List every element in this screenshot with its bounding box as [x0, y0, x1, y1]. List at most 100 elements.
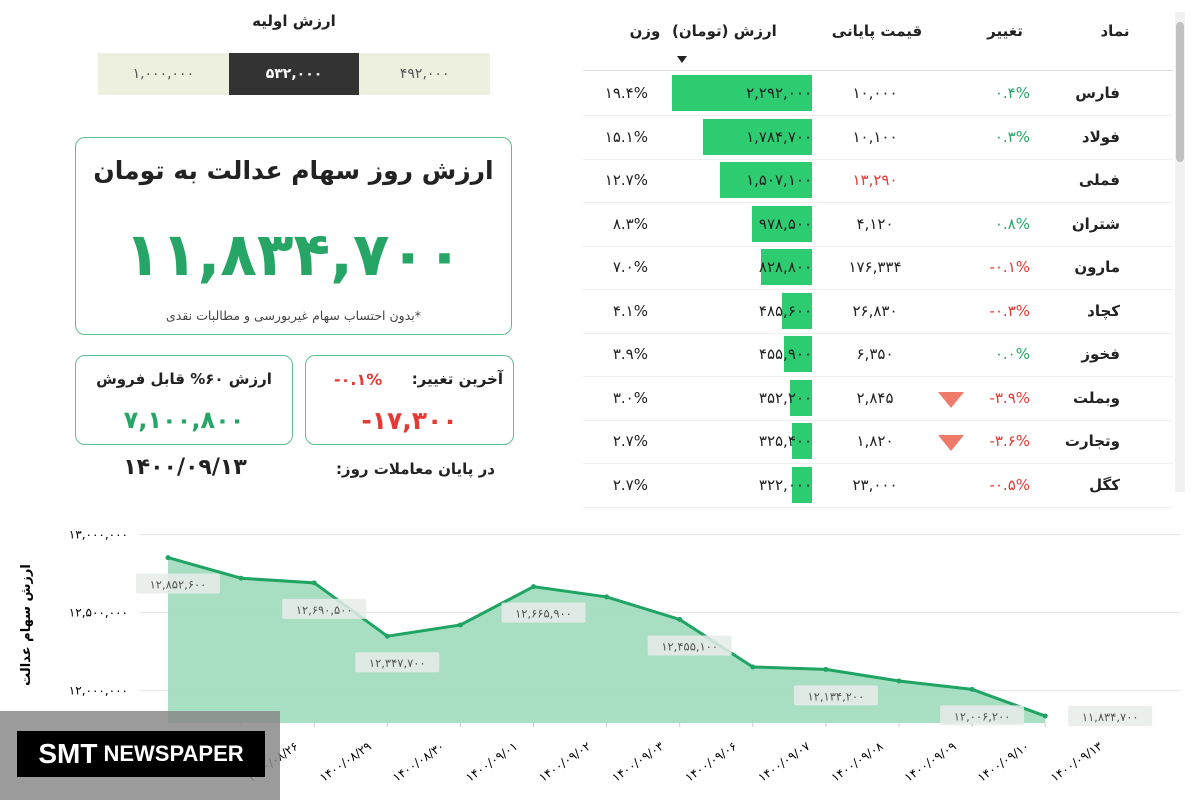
- value-label: ۱۲,۴۵۵,۱۰۰: [661, 639, 718, 653]
- row-line: [583, 202, 1173, 203]
- sellable-card: ارزش ۶۰% قابل فروش ۷,۱۰۰,۸۰۰: [75, 355, 293, 445]
- weight-cell: ۸.۳%: [612, 214, 648, 233]
- change-cell: -۰.۵%: [989, 475, 1030, 494]
- initial-title: ارزش اولیه: [252, 12, 336, 30]
- change-label: آخرین تغییر:: [411, 370, 503, 388]
- point: [457, 622, 463, 628]
- watermark-word: NEWSPAPER: [103, 741, 244, 766]
- watermark-brand: SMT: [38, 738, 98, 769]
- column-header: نماد: [1100, 22, 1130, 40]
- change-cell: -۳.۶%: [989, 432, 1030, 450]
- symbol-cell: شتران: [1071, 214, 1120, 233]
- close-cell: ۱۷۶,۳۳۴: [848, 258, 902, 276]
- value-cell: ۱,۷۸۴,۷۰۰: [746, 127, 812, 146]
- point: [823, 666, 829, 672]
- y-axis-label: ارزش سهام عدالت: [19, 564, 34, 686]
- change-cell: -۳.۹%: [989, 388, 1030, 407]
- chart: ارزش سهام عدالت ۱۲,۰۰۰,۰۰۰ ۱۲,۵۰۰,۰۰۰ ۱۳,۰…: [19, 528, 1180, 785]
- close-cell: ۱۳,۲۹۰: [852, 171, 898, 189]
- symbol-cell: مارون: [1074, 258, 1120, 276]
- row-line: [583, 376, 1173, 377]
- row-line: [583, 419, 1173, 421]
- symbol-cell: وبملت: [1072, 388, 1120, 407]
- weight-cell: ۲.۷%: [612, 432, 648, 450]
- symbol-cell: فملی: [1078, 171, 1120, 189]
- change-card: آخرین تغییر: -۰.۱% -۱۷,۳۰۰: [305, 355, 514, 445]
- value-label: ۱۲,۰۰۶,۲۰۰: [954, 709, 1011, 723]
- toggle-option[interactable]: ۴۹۲,۰۰۰: [359, 53, 491, 95]
- label-bg: [282, 598, 367, 619]
- header-line: [583, 70, 1173, 71]
- row-line: [583, 332, 1173, 334]
- y-tick-label: ۱۲,۰۰۰,۰۰۰: [69, 683, 128, 697]
- x-tick-label: ۱۴۰۰/۰۹/۰۷: [756, 739, 813, 785]
- value-label: ۱۲,۶۹۰,۵۰۰: [296, 603, 353, 617]
- x-tick-label: ۱۴۰۰/۰۹/۱۳: [1048, 739, 1105, 785]
- value-bar: [782, 292, 812, 329]
- column-header: تغییر: [987, 22, 1023, 40]
- alert-icon: [938, 391, 964, 408]
- label-bg: [1068, 706, 1153, 727]
- weight-cell: ۲.۷%: [612, 475, 648, 494]
- area: [168, 557, 1046, 723]
- toggle-option[interactable]: ۱,۰۰۰,۰۰۰: [98, 53, 229, 95]
- weight-cell: ۷.۰%: [612, 258, 648, 276]
- weight-cell: ۱۲.۷%: [604, 171, 648, 189]
- value-bar: [792, 423, 812, 459]
- weight-cell: ۱۵.۱%: [604, 127, 648, 146]
- point: [531, 584, 536, 590]
- point: [311, 580, 317, 586]
- initial-toggle: ۱,۰۰۰,۰۰۰ ۵۳۲,۰۰۰ ۴۹۲,۰۰۰: [98, 53, 491, 95]
- symbol-cell: وتجارت: [1064, 432, 1120, 450]
- value-cell: ۳۲۲,۰۰۰: [758, 475, 812, 494]
- value-bar: [672, 75, 812, 111]
- point: [384, 633, 390, 639]
- close-cell: ۲۳,۰۰۰: [852, 475, 898, 494]
- point: [1042, 713, 1048, 719]
- x-tick-label: ۱۴۰۰/۰۹/۰۳: [609, 739, 666, 785]
- point: [896, 678, 902, 684]
- change-cell: ۰.۳%: [994, 127, 1030, 146]
- symbol-cell: فخوز: [1081, 345, 1120, 363]
- y-tick-label: ۱۲,۵۰۰,۰۰۰: [69, 605, 128, 619]
- toggle-option[interactable]: ۵۳۲,۰۰۰: [228, 53, 360, 95]
- column-header: قیمت پایانی: [831, 22, 923, 40]
- weight-cell: ۳.۹%: [612, 345, 648, 363]
- value-label: ۱۲,۳۴۷,۷۰۰: [369, 656, 426, 670]
- x-tick-label: ۱۴۰۰/۰۸/۳۰: [390, 739, 447, 785]
- label-bg: [793, 685, 878, 706]
- point: [750, 664, 756, 670]
- main-card: ارزش روز سهام عدالت به تومان ۱۱,۸۳۴,۷۰۰ …: [75, 137, 512, 335]
- date-label: در پایان معاملات روز:: [335, 460, 495, 478]
- value-bar: [752, 205, 812, 242]
- close-cell: ۶,۳۵۰: [856, 345, 894, 363]
- value-bar: [790, 379, 812, 416]
- label-bg: [501, 602, 586, 623]
- label-bg: [940, 705, 1025, 726]
- value-bar: [761, 249, 812, 285]
- column-header: وزن: [629, 22, 661, 40]
- change-cell: ۰.۴%: [994, 84, 1030, 102]
- change-value: -۱۷,۳۰۰: [361, 406, 458, 435]
- column-header: ارزش (تومان): [672, 22, 777, 40]
- main-title: ارزش روز سهام عدالت به تومان: [93, 156, 494, 185]
- row-line: [583, 289, 1173, 290]
- value-label: ۱۲,۶۶۵,۹۰۰: [515, 607, 572, 621]
- close-cell: ۱۰,۱۰۰: [852, 127, 898, 146]
- change-percent: -۰.۱%: [334, 370, 383, 389]
- row-line: [583, 506, 1173, 508]
- row-line: [583, 115, 1173, 116]
- value-label: ۱۲,۱۳۴,۲۰۰: [808, 689, 865, 703]
- x-tick-label: ۱۴۰۰/۰۹/۰۸: [829, 739, 886, 785]
- row-line: [583, 245, 1173, 247]
- weight-cell: ۴.۱%: [612, 301, 648, 320]
- x-tick-label: ۱۴۰۰/۰۹/۰۶: [683, 739, 740, 785]
- value-label: ۱۲,۸۵۲,۶۰۰: [150, 578, 207, 592]
- value-cell: ۲,۲۹۲,۰۰۰: [746, 84, 812, 102]
- stock-table: نماد تغییر قیمت پایانی ارزش (تومان) وزن فارس ۰…: [583, 0, 1173, 508]
- point: [969, 686, 975, 692]
- sellable-value: ۷,۱۰۰,۸۰۰: [123, 406, 245, 434]
- symbol-cell: فارس: [1075, 84, 1120, 102]
- weight-cell: ۱۹.۴%: [604, 84, 648, 102]
